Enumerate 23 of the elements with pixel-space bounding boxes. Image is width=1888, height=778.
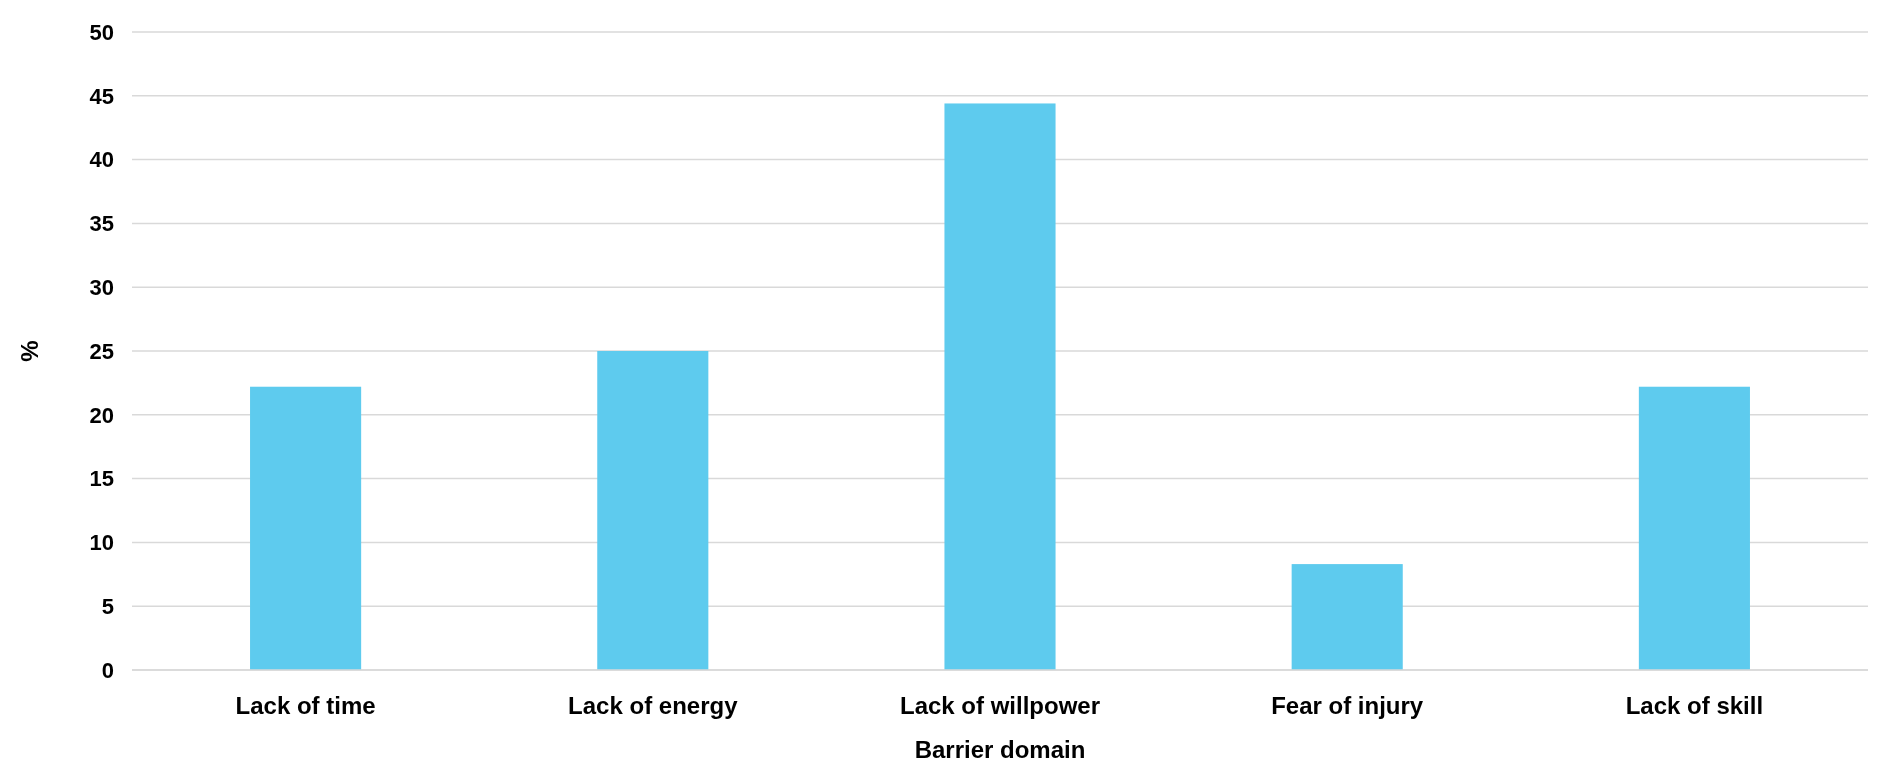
y-axis-title: % [16,340,43,362]
bar [250,386,362,670]
y-tick-label: 10 [89,530,114,556]
y-tick-label: 40 [89,147,114,173]
x-tick-label: Lack of willpower [899,692,1101,719]
x-tick-label: Fear of injury [1271,692,1424,719]
y-tick-label: 5 [101,593,114,619]
y-tick-label: 35 [89,211,114,237]
y-tick-label: 30 [89,274,114,300]
x-axis-title: Barrier domain [914,736,1086,763]
bar [944,103,1056,670]
bar [597,351,709,670]
bar [1638,386,1750,670]
y-tick-label: 50 [89,19,114,45]
y-tick-label: 25 [89,338,114,364]
x-tick-label: Lack of time [235,692,376,719]
y-tick-label: 45 [89,83,114,109]
x-tick-label: Lack of skill [1625,692,1764,719]
y-tick-label: 20 [89,402,114,428]
y-tick-label: 15 [89,466,114,492]
x-tick-label: Lack of energy [568,692,739,719]
bar [1291,564,1403,670]
y-tick-label: 0 [101,657,114,683]
